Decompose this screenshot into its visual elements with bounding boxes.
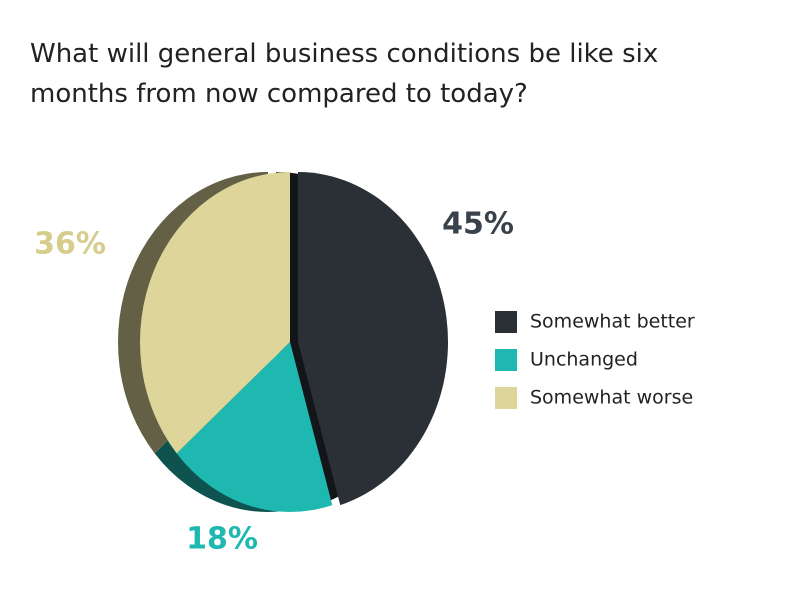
data-label: 18%: [186, 522, 258, 557]
data-label: 36%: [34, 227, 106, 262]
slice: [140, 172, 290, 454]
legend-swatch: [495, 387, 517, 409]
slice: [298, 172, 448, 506]
legend-label: Somewhat worse: [530, 387, 693, 409]
slice: [176, 342, 333, 512]
chart-title: What will general business conditions be…: [30, 39, 659, 109]
legend-label: Unchanged: [530, 349, 638, 371]
legend-swatch: [495, 349, 517, 371]
data-label: 45%: [442, 207, 514, 242]
legend-swatch: [495, 311, 517, 333]
legend-label: Somewhat better: [530, 311, 695, 333]
